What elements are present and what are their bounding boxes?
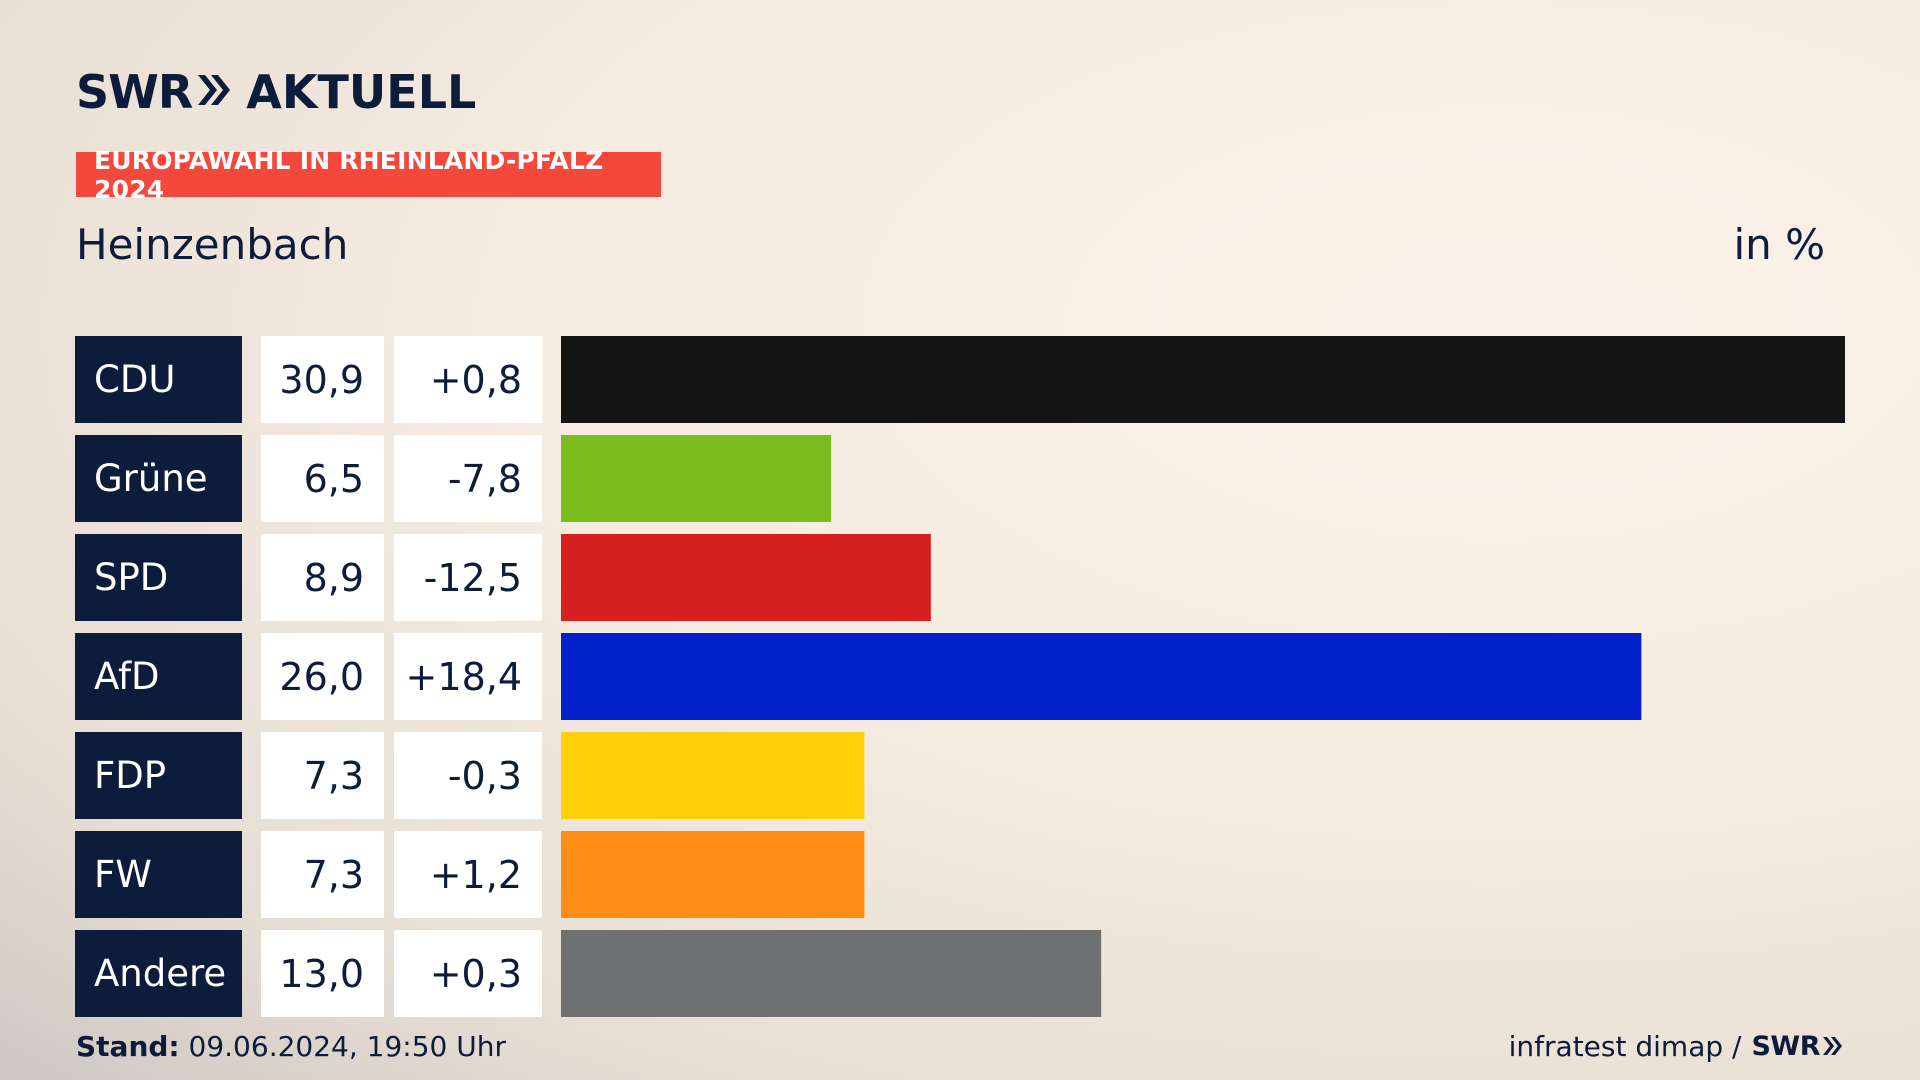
- party-label: Grüne: [75, 435, 242, 522]
- party-label: Andere: [75, 930, 242, 1017]
- vote-share-value: 6,5: [261, 435, 384, 522]
- vote-change-value: +0,8: [394, 336, 542, 423]
- vote-change-value: +0,3: [394, 930, 542, 1017]
- vote-share-value: 7,3: [261, 831, 384, 918]
- logo-aktuell-text: AKTUELL: [246, 65, 477, 119]
- vote-share-value: 8,9: [261, 534, 384, 621]
- bar-fw: [561, 831, 865, 918]
- party-label: FW: [75, 831, 242, 918]
- party-label: SPD: [75, 534, 242, 621]
- double-chevron-small-icon: [1822, 1030, 1844, 1063]
- party-label: FDP: [75, 732, 242, 819]
- vote-change-value: -7,8: [394, 435, 542, 522]
- vote-share-value: 30,9: [261, 336, 384, 423]
- vote-change-value: +18,4: [394, 633, 542, 720]
- unit-label: in %: [1733, 220, 1825, 269]
- vote-change-value: -0,3: [394, 732, 542, 819]
- vote-share-value: 26,0: [261, 633, 384, 720]
- bar-fdp: [561, 732, 865, 819]
- vote-share-value: 7,3: [261, 732, 384, 819]
- swr-aktuell-logo: SWR AKTUELL: [76, 65, 477, 119]
- timestamp-value: 09.06.2024, 19:50 Uhr: [188, 1030, 506, 1063]
- vote-change-value: +1,2: [394, 831, 542, 918]
- logo-swr-text: SWR: [76, 65, 193, 119]
- bar-spd: [561, 534, 931, 621]
- vote-share-value: 13,0: [261, 930, 384, 1017]
- bar-afd: [561, 633, 1642, 720]
- timestamp: Stand: 09.06.2024, 19:50 Uhr: [76, 1030, 506, 1063]
- bar-andere: [561, 930, 1102, 1017]
- party-label: AfD: [75, 633, 242, 720]
- timestamp-label: Stand:: [76, 1030, 180, 1063]
- swr-footer-logo: SWR: [1751, 1031, 1820, 1062]
- double-chevron-icon: [196, 73, 232, 111]
- party-label: CDU: [75, 336, 242, 423]
- source-text: infratest dimap /: [1508, 1030, 1742, 1063]
- election-banner: EUROPAWAHL IN RHEINLAND-PFALZ 2024: [76, 146, 661, 204]
- page-title: Heinzenbach: [76, 220, 349, 269]
- source-credit: infratest dimap / SWR: [1509, 1030, 1844, 1063]
- vote-change-value: -12,5: [394, 534, 542, 621]
- bar-gr-ne: [561, 435, 832, 522]
- bar-cdu: [561, 336, 1845, 423]
